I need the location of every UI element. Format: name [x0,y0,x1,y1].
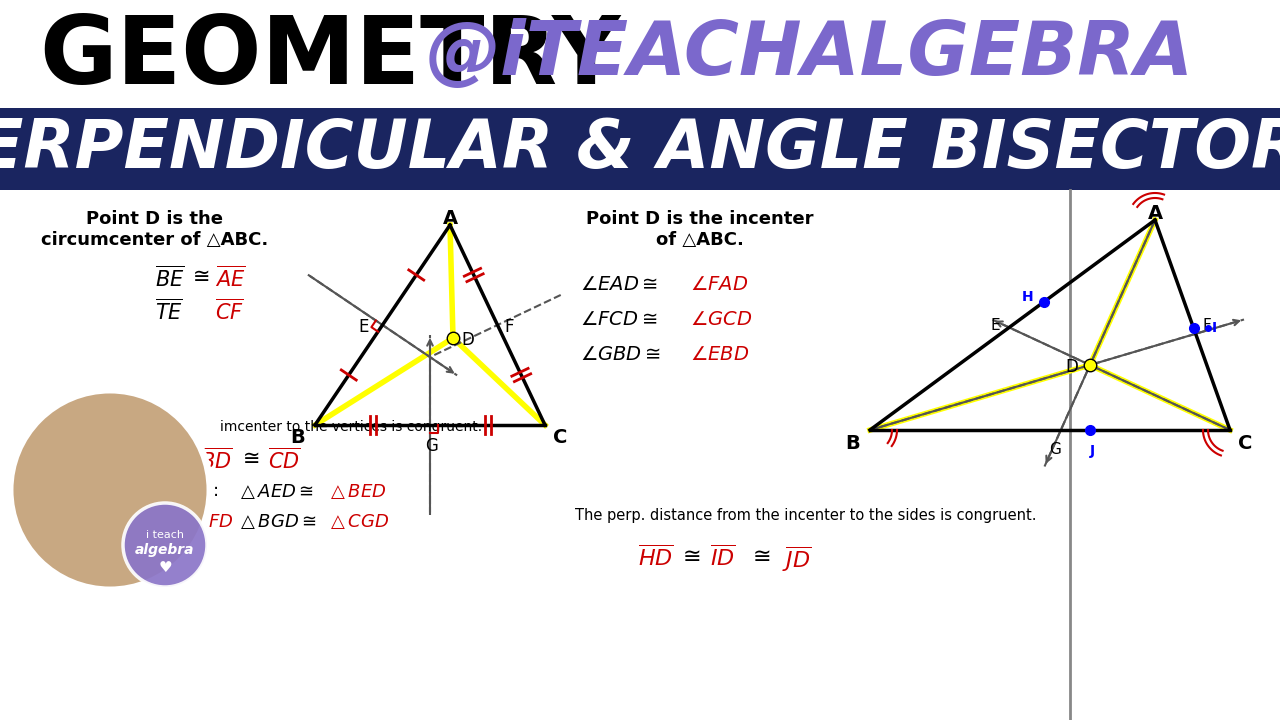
Text: $\angle EAD \cong$: $\angle EAD \cong$ [580,275,658,294]
Text: $\overline{BE}$: $\overline{BE}$ [155,265,184,290]
Text: @iTEACHALGEBRA: @iTEACHALGEBRA [426,19,1194,91]
Text: D: D [461,331,474,349]
Text: $\angle GBD \cong$: $\angle GBD \cong$ [580,345,660,364]
Text: $\triangle CFD$: $\triangle CFD$ [175,512,234,531]
Bar [0,108,1280,190]
Text: G: G [425,437,439,455]
Text: $\angle EBD$: $\angle EBD$ [690,345,749,364]
Bar [0,0,1280,108]
Text: $\cong$: $\cong$ [188,265,210,285]
Text: $\overline{ID}$: $\overline{ID}$ [710,545,736,570]
Text: G: G [1050,442,1061,457]
Text: PERPENDICULAR & ANGLE BISECTORS: PERPENDICULAR & ANGLE BISECTORS [0,116,1280,182]
Text: $\cong$: $\cong$ [748,545,771,565]
Text: $\overline{TE}$: $\overline{TE}$ [155,298,183,323]
Text: E: E [991,318,1001,333]
Text: $\angle FCD \cong$: $\angle FCD \cong$ [580,310,658,329]
Text: $\overline{BD}$: $\overline{BD}$ [200,447,233,472]
Circle shape [10,390,210,590]
Text: Point D is the
circumcenter of △ABC.: Point D is the circumcenter of △ABC. [41,210,269,249]
Text: $\triangle CGD$: $\triangle CGD$ [326,512,389,531]
Text: D: D [1065,358,1078,376]
Text: $\overline{JD}$: $\overline{JD}$ [782,545,812,575]
Text: F: F [1202,318,1211,333]
Text: imcenter to the vertices is congruent.: imcenter to the vertices is congruent. [220,420,483,434]
Text: The perp. distance from the incenter to the sides is congruent.: The perp. distance from the incenter to … [575,508,1037,523]
Text: Point D is the incenter
of △ABC.: Point D is the incenter of △ABC. [586,210,814,249]
Text: A: A [443,209,457,228]
Text: i teach: i teach [146,530,184,540]
Text: C: C [553,428,567,447]
Text: $\triangle AED \cong$: $\triangle AED \cong$ [237,482,314,501]
Text: J: J [1089,444,1094,458]
Text: A: A [1147,204,1162,223]
Text: $\triangle BGD \cong$: $\triangle BGD \cong$ [237,512,316,531]
Text: B: B [845,434,860,453]
Text: B: B [291,428,305,447]
Text: $\angle FAD$: $\angle FAD$ [690,275,748,294]
Text: $\vartriangle les:$: $\vartriangle les:$ [175,482,219,500]
Text: algebra: algebra [136,543,195,557]
Text: ♥: ♥ [159,559,172,575]
Text: H: H [1021,290,1034,304]
Text: $\overline{CF}$: $\overline{CF}$ [215,298,243,323]
Text: I: I [1212,321,1217,335]
Text: E: E [358,318,369,336]
Text: $\cong$: $\cong$ [238,447,260,467]
Circle shape [123,503,207,587]
Text: $\overline{AE}$: $\overline{AE}$ [215,265,246,290]
Text: $\overline{CD}$: $\overline{CD}$ [268,447,301,472]
Text: $\cong$: $\cong$ [678,545,700,565]
Text: F: F [504,318,515,336]
Text: $\triangle BED$: $\triangle BED$ [326,482,387,501]
Text: $\angle GCD$: $\angle GCD$ [690,310,753,329]
Bar [0,190,1280,720]
Text: GEOMETRY: GEOMETRY [40,12,621,104]
Text: C: C [1238,434,1252,453]
Text: $\overline{HD}$: $\overline{HD}$ [637,545,673,570]
